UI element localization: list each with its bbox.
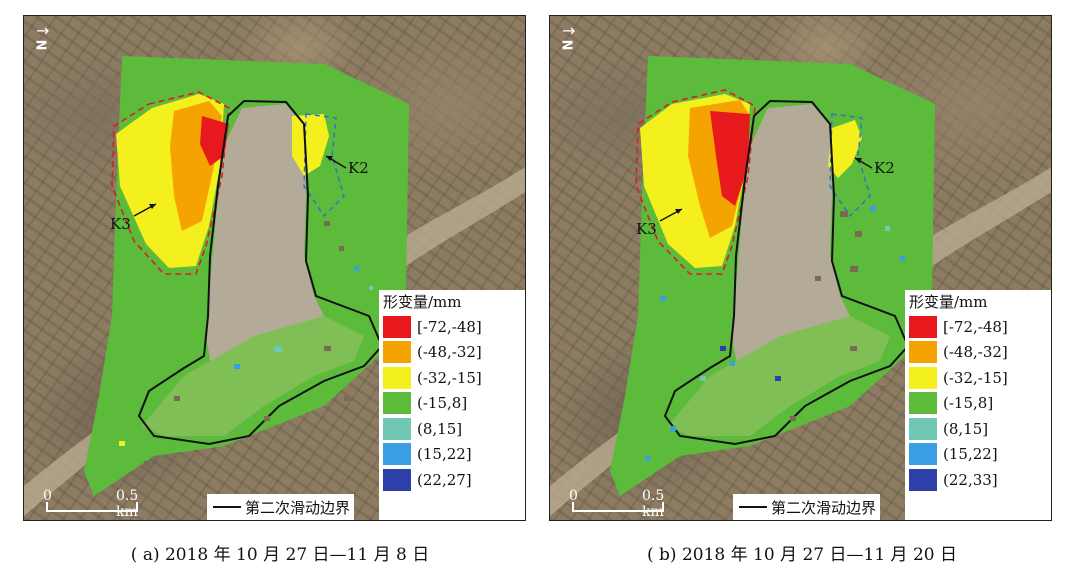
- second-slide-boundary: [663, 99, 910, 446]
- legend-label: (-15,8]: [943, 394, 994, 413]
- scale-distance: 0.5 km: [116, 488, 139, 520]
- legend-label: [-72,-48]: [943, 317, 1008, 336]
- second-slide-boundary: [137, 99, 384, 446]
- legend-item: (8,15]: [383, 416, 525, 442]
- deformation-map: [550, 56, 1051, 516]
- legend-swatch: [383, 468, 411, 491]
- north-arrow-icon: →: [562, 21, 576, 40]
- legend-label: (-15,8]: [417, 394, 468, 413]
- k3-dashed-outline: [635, 89, 756, 275]
- legend-swatch: [383, 392, 411, 415]
- legend-item: (-32,-15]: [383, 365, 525, 391]
- k2-label: K2: [874, 159, 895, 177]
- scale-distance: 0.5 km: [642, 488, 665, 520]
- k3-zone-red: [710, 111, 750, 206]
- legend-swatch: [909, 392, 937, 415]
- legend-swatch: [909, 366, 937, 389]
- boundary-legend: 第二次滑动边界: [207, 494, 355, 520]
- k3-label: K3: [110, 215, 131, 233]
- scale-bar-line: [572, 510, 664, 512]
- k2-zone: [828, 120, 862, 178]
- legend-swatch: [909, 341, 937, 364]
- legend-swatch: [383, 315, 411, 338]
- legend-swatch: [909, 443, 937, 466]
- north-arrow: → N: [561, 21, 577, 52]
- legend-item: (-48,-32]: [909, 340, 1051, 366]
- scale-bar: 0 0.5 km: [40, 488, 152, 520]
- legend-swatch: [909, 315, 937, 338]
- legend-swatch: [383, 417, 411, 440]
- boundary-line-sample: [213, 506, 241, 508]
- boundary-label: 第二次滑动边界: [245, 498, 351, 517]
- legend-label: (22,33]: [943, 470, 998, 489]
- legend-item: (8,15]: [909, 416, 1051, 442]
- caption-b: ( b) 2018 年 10 月 27 日—11 月 20 日: [647, 545, 957, 565]
- legend-item: [-72,-48]: [909, 314, 1051, 340]
- boundary-legend: 第二次滑动边界: [733, 494, 881, 520]
- legend-label: (8,15]: [943, 419, 989, 438]
- deformation-legend: 形变量/mm [-72,-48] (-48,-32] (-32,-15] (-1…: [905, 290, 1051, 520]
- legend-swatch: [909, 468, 937, 491]
- map-panel-a: → N K2 K3 形变量/mm [-72,-48] (-48,-32] (-3…: [23, 15, 526, 521]
- legend-swatch: [383, 341, 411, 364]
- deformation-legend: 形变量/mm [-72,-48] (-48,-32] (-32,-15] (-1…: [379, 290, 525, 520]
- legend-label: (22,27]: [417, 470, 472, 489]
- boundary-line-sample: [739, 506, 767, 508]
- north-arrow-icon: →: [36, 21, 50, 40]
- legend-item: (22,27]: [383, 467, 525, 493]
- legend-swatch: [383, 443, 411, 466]
- scattered-pixels: [119, 221, 373, 466]
- legend-item: (15,22]: [909, 442, 1051, 468]
- k2-dashed-outline: [829, 113, 871, 218]
- deformation-map: [24, 56, 525, 516]
- k3-dashed-outline: [111, 91, 230, 275]
- scale-tick: [46, 502, 48, 512]
- slide-body: [206, 104, 324, 371]
- legend-label: (15,22]: [417, 445, 472, 464]
- legend-item: (15,22]: [383, 442, 525, 468]
- legend-title: 形变量/mm: [909, 293, 988, 311]
- scale-tick: [136, 502, 138, 512]
- map-panel-b: → N K2 K3 形变量/mm [-72,-48] (-48,-32] (-3…: [549, 15, 1052, 521]
- scale-zero: 0: [569, 488, 578, 504]
- scale-bar-line: [46, 510, 138, 512]
- legend-title: 形变量/mm: [383, 293, 462, 311]
- legend-label: (-48,-32]: [943, 343, 1008, 362]
- k2-zone: [292, 114, 329, 176]
- scale-bar: 0 0.5 km: [566, 488, 678, 520]
- legend-label: (-32,-15]: [417, 368, 482, 387]
- legend-item: (22,33]: [909, 467, 1051, 493]
- legend-swatch: [909, 417, 937, 440]
- legend-item: (-15,8]: [383, 391, 525, 417]
- k2-label: K2: [348, 159, 369, 177]
- caption-a: ( a) 2018 年 10 月 27 日—11 月 8 日: [130, 545, 430, 565]
- legend-swatch: [383, 366, 411, 389]
- slide-lower-deposit: [142, 316, 364, 436]
- scattered-pixels: [645, 206, 905, 461]
- legend-item: (-48,-32]: [383, 340, 525, 366]
- legend-label: [-72,-48]: [417, 317, 482, 336]
- scale-tick: [572, 502, 574, 512]
- scale-tick: [662, 502, 664, 512]
- scale-zero: 0: [43, 488, 52, 504]
- north-arrow: → N: [35, 21, 51, 52]
- boundary-label: 第二次滑动边界: [771, 498, 877, 517]
- north-letter: N: [561, 39, 577, 51]
- north-letter: N: [35, 39, 51, 51]
- slide-body: [732, 104, 850, 371]
- legend-label: (15,22]: [943, 445, 998, 464]
- legend-item: (-15,8]: [909, 391, 1051, 417]
- legend-label: (-32,-15]: [943, 368, 1008, 387]
- legend-item: [-72,-48]: [383, 314, 525, 340]
- legend-label: (-48,-32]: [417, 343, 482, 362]
- legend-label: (8,15]: [417, 419, 463, 438]
- k2-dashed-outline: [303, 113, 345, 218]
- legend-item: (-32,-15]: [909, 365, 1051, 391]
- k3-label: K3: [636, 220, 657, 238]
